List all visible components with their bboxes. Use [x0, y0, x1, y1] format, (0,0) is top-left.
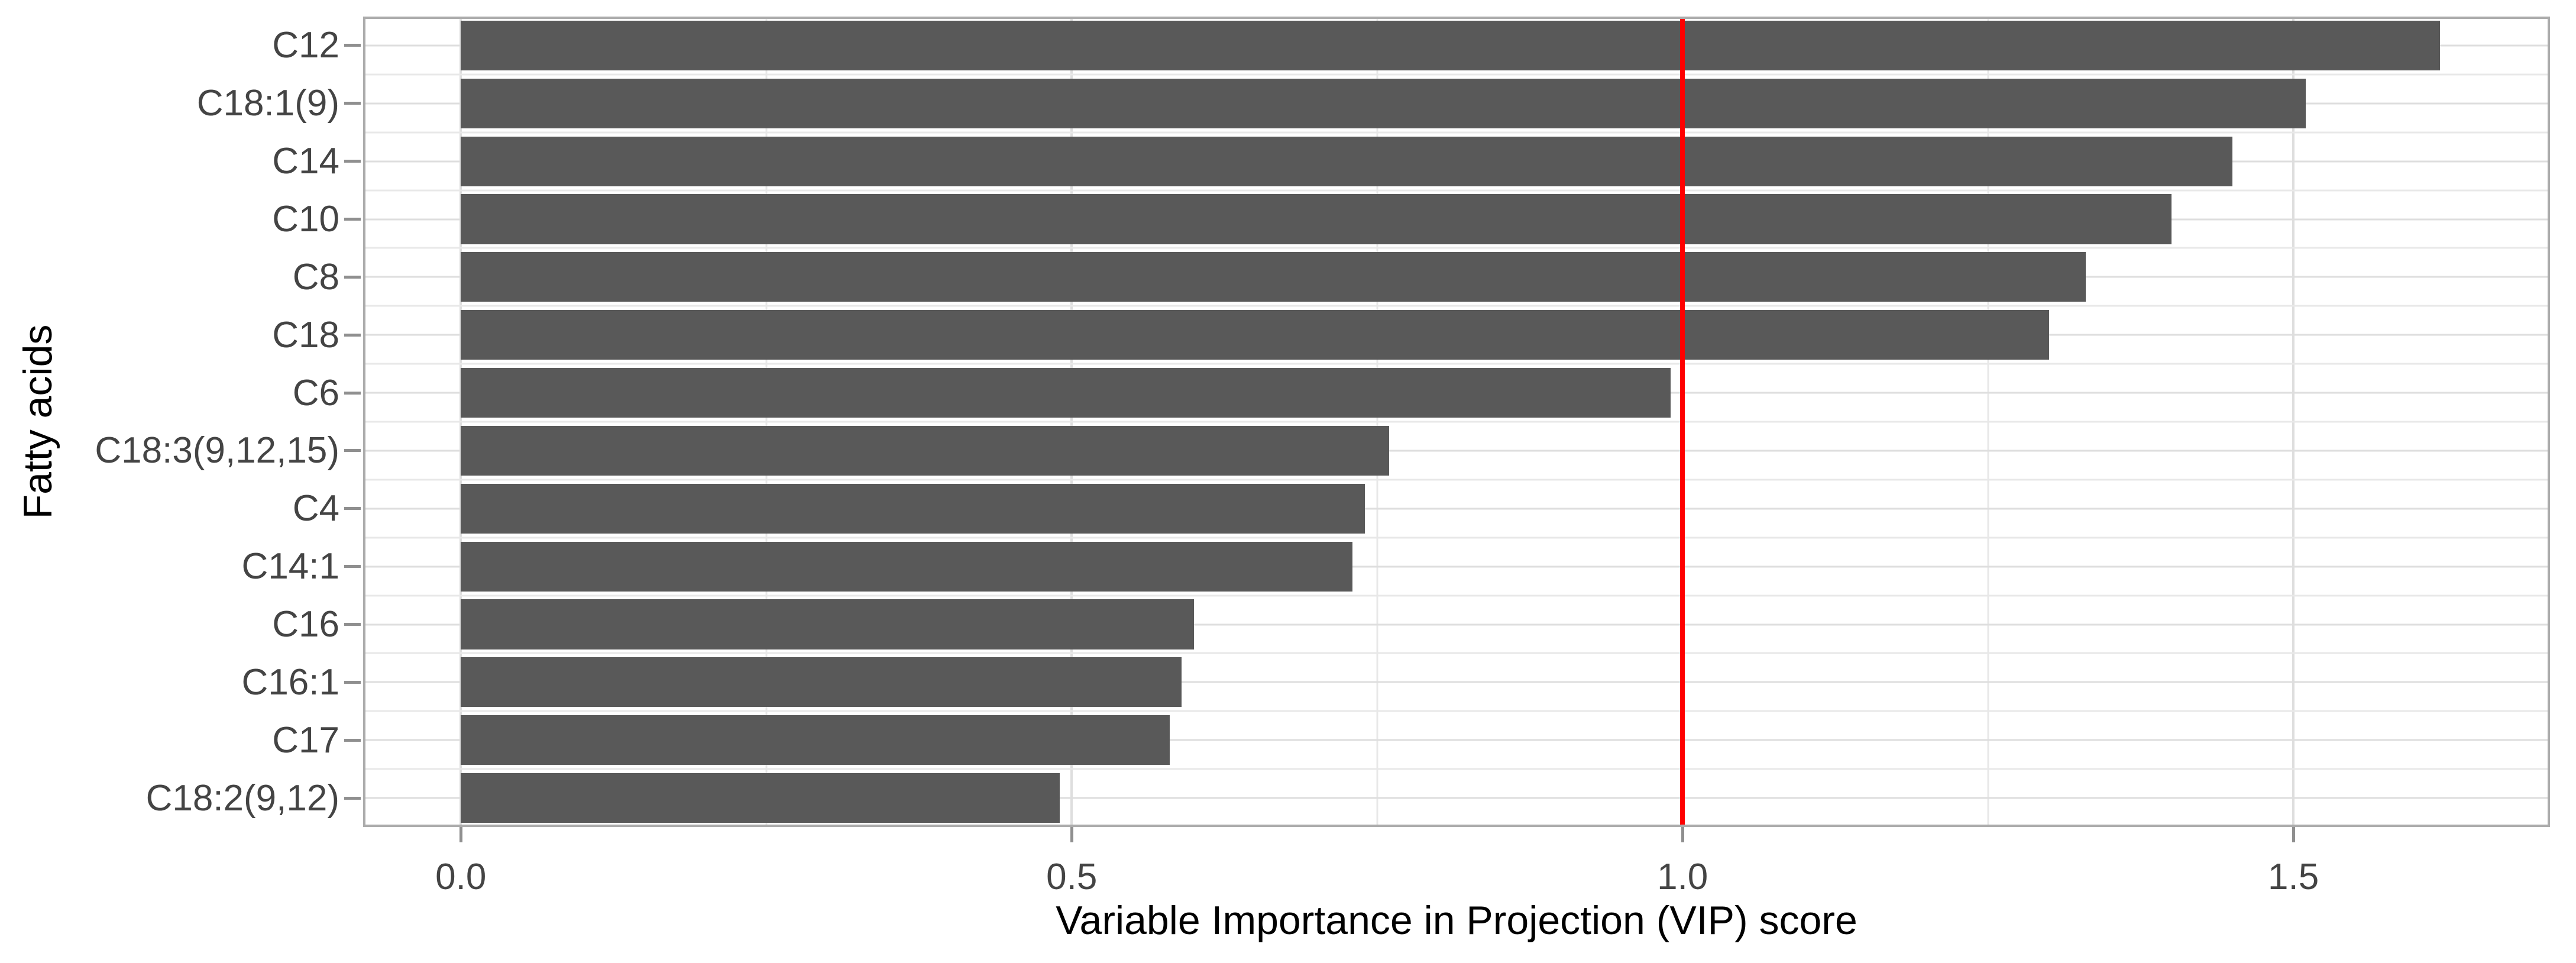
y-tick-label: C12 [272, 25, 339, 66]
bar [461, 599, 1194, 649]
plot-panel [363, 17, 2550, 827]
y-tick-label: C17 [272, 719, 339, 761]
bar [461, 773, 1060, 823]
row-major-gridline [363, 623, 2550, 625]
bar [461, 425, 1390, 476]
bar [461, 194, 2172, 244]
row-minor-gridline [363, 537, 2550, 539]
row-minor-gridline [363, 305, 2550, 307]
row-minor-gridline [363, 479, 2550, 481]
row-minor-gridline [363, 131, 2550, 134]
y-tick-mark [344, 796, 361, 800]
threshold-line [1680, 17, 1685, 827]
y-tick-mark [344, 44, 361, 47]
y-tick-label: C6 [292, 372, 339, 413]
bar [461, 20, 2441, 70]
bar [461, 310, 2049, 360]
x-tick-label: 1.0 [1657, 857, 1708, 897]
x-tick-label: 1.5 [2268, 857, 2319, 897]
row-minor-gridline [363, 363, 2550, 365]
y-tick-label: C4 [292, 488, 339, 529]
bar [461, 483, 1365, 534]
y-tick-mark [344, 333, 361, 337]
bar [461, 78, 2306, 128]
y-tick-mark [344, 160, 361, 163]
y-tick-mark [344, 391, 361, 395]
y-tick-label: C16 [272, 603, 339, 645]
row-minor-gridline [363, 189, 2550, 192]
bar [461, 715, 1170, 765]
y-tick-mark [344, 275, 361, 279]
row-major-gridline [363, 739, 2550, 741]
y-tick-label: C18:1(9) [196, 83, 339, 124]
x-tick-label: 0.5 [1046, 857, 1098, 897]
x-axis-title: Variable Importance in Projection (VIP) … [1056, 898, 1857, 943]
y-tick-mark [344, 449, 361, 453]
row-minor-gridline [363, 421, 2550, 423]
y-tick-label: C16:1 [241, 661, 339, 703]
bar [461, 252, 2086, 302]
x-tick-mark [2292, 827, 2295, 842]
y-tick-mark [344, 218, 361, 221]
bar [461, 657, 1182, 707]
row-major-gridline [363, 508, 2550, 510]
y-tick-mark [344, 102, 361, 105]
y-tick-mark [344, 680, 361, 684]
row-minor-gridline [363, 652, 2550, 654]
y-tick-mark [344, 565, 361, 568]
row-major-gridline [363, 565, 2550, 568]
y-tick-label: C18 [272, 314, 339, 356]
row-major-gridline [363, 450, 2550, 452]
y-tick-mark [344, 738, 361, 742]
y-tick-mark [344, 507, 361, 510]
row-minor-gridline [363, 710, 2550, 712]
row-major-gridline [363, 681, 2550, 683]
y-tick-label: C8 [292, 256, 339, 298]
y-tick-label: C18:2(9,12) [145, 777, 339, 819]
y-tick-label: C18:3(9,12,15) [95, 430, 339, 471]
y-tick-mark [344, 623, 361, 626]
row-minor-gridline [363, 73, 2550, 76]
row-minor-gridline [363, 247, 2550, 249]
bar [461, 367, 1671, 418]
bar [461, 541, 1353, 592]
y-tick-label: C14 [272, 141, 339, 182]
x-tick-label: 0.0 [435, 857, 487, 897]
row-major-gridline [363, 797, 2550, 799]
row-minor-gridline [363, 594, 2550, 597]
row-minor-gridline [363, 768, 2550, 770]
x-tick-mark [1070, 827, 1073, 842]
y-tick-label: C10 [272, 198, 339, 240]
x-tick-mark [1681, 827, 1684, 842]
bar [461, 136, 2232, 186]
x-tick-mark [459, 827, 462, 842]
y-tick-label: C14:1 [241, 546, 339, 587]
